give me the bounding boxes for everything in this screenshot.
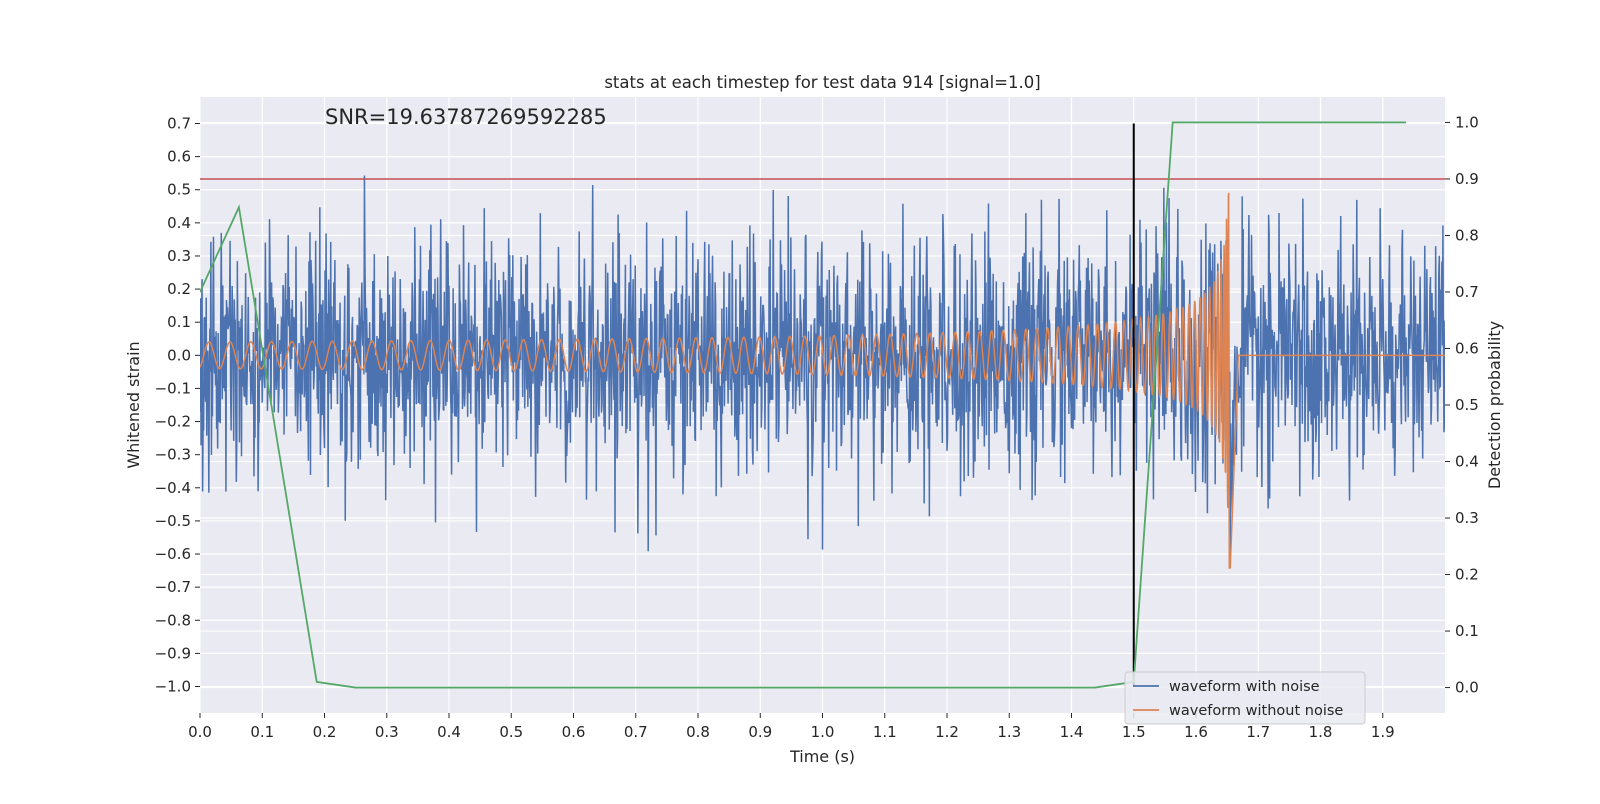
x-tick-label: 0.9 <box>748 723 772 741</box>
x-tick-label: 0.8 <box>686 723 710 741</box>
grid <box>199 97 1445 713</box>
y-left-tick-label: 0.2 <box>167 280 191 298</box>
plot-area <box>199 97 1445 713</box>
x-tick-label: 0.3 <box>375 723 399 741</box>
chart-title: stats at each timestep for test data 914… <box>604 73 1040 92</box>
y-right-tick-label: 0.1 <box>1455 622 1479 640</box>
y-left-tick-label: −1.0 <box>155 678 191 696</box>
x-tick-label: 1.4 <box>1060 723 1084 741</box>
x-tick-label: 0.5 <box>499 723 523 741</box>
tick-labels: 0.0 0.1 0.2 0.3 0.4 0.5 0.6 0.7 0.8 0.9 1.0 1.1 1.2 1… <box>155 113 1479 741</box>
snr-annotation: SNR=19.63787269592285 <box>325 105 607 129</box>
y-right-tick-label: 0.3 <box>1455 509 1479 527</box>
y-left-tick-label: −0.6 <box>155 545 191 563</box>
y-right-tick-label: 0.4 <box>1455 453 1479 471</box>
x-tick-label: 1.8 <box>1309 723 1333 741</box>
y-left-tick-label: −0.5 <box>155 512 191 530</box>
legend: waveform with noise waveform without nois… <box>1124 671 1366 725</box>
y-left-tick-label: −0.1 <box>155 379 191 397</box>
y-right-tick-label: 1.0 <box>1455 113 1479 131</box>
y-right-tick-label: 0.8 <box>1455 226 1479 244</box>
y-left-tick-label: 0.3 <box>167 247 191 265</box>
y-right-tick-label: 0.9 <box>1455 170 1479 188</box>
y-left-tick-label: −0.9 <box>155 644 191 662</box>
y-left-tick-label: −0.2 <box>155 413 191 431</box>
y-left-tick-label: 0.6 <box>167 148 191 166</box>
series-layer <box>200 121 1445 689</box>
legend-box <box>1124 671 1366 725</box>
y-left-tick-label: −0.3 <box>155 446 191 464</box>
y-right-tick-label: 0.2 <box>1455 566 1479 584</box>
x-tick-label: 1.2 <box>935 723 959 741</box>
legend-label: waveform without noise <box>1169 703 1343 719</box>
x-tick-label: 1.3 <box>997 723 1021 741</box>
y-right-tick-label: 0.6 <box>1455 339 1479 357</box>
y-left-tick-label: −0.7 <box>155 578 191 596</box>
series-line-waveform-without-noise <box>200 192 1445 569</box>
x-tick-label: 1.6 <box>1184 723 1208 741</box>
x-tick-label: 0.4 <box>437 723 461 741</box>
x-tick-label: 0.2 <box>313 723 337 741</box>
x-tick-label: 0.0 <box>188 723 212 741</box>
y-left-tick-label: 0.5 <box>167 181 191 199</box>
x-tick-label: 1.9 <box>1371 723 1395 741</box>
y-left-tick-label: 0.4 <box>167 214 191 232</box>
y-right-tick-label: 0.5 <box>1455 396 1479 414</box>
x-tick-label: 0.1 <box>250 723 274 741</box>
y-axis-left-label: Whitened strain <box>124 341 143 468</box>
x-tick-label: 0.6 <box>562 723 586 741</box>
y-left-tick-label: −0.4 <box>155 479 191 497</box>
y-axis-right-label: Detection probability <box>1485 321 1504 489</box>
x-tick-label: 1.1 <box>873 723 897 741</box>
x-tick-label: 0.7 <box>624 723 648 741</box>
x-axis-label: Time (s) <box>789 747 855 766</box>
y-left-tick-label: 0.7 <box>167 114 191 132</box>
x-tick-label: 1.5 <box>1122 723 1146 741</box>
x-tick-label: 1.7 <box>1246 723 1270 741</box>
legend-label: waveform with noise <box>1169 679 1320 695</box>
x-tick-label: 1.0 <box>811 723 835 741</box>
y-left-tick-label: 0.1 <box>167 313 191 331</box>
y-right-tick-label: 0.7 <box>1455 283 1479 301</box>
series-line-detection-probability <box>200 121 1407 689</box>
y-left-tick-label: 0.0 <box>167 346 191 364</box>
y-right-tick-label: 0.0 <box>1455 679 1479 697</box>
y-left-tick-label: −0.8 <box>155 611 191 629</box>
